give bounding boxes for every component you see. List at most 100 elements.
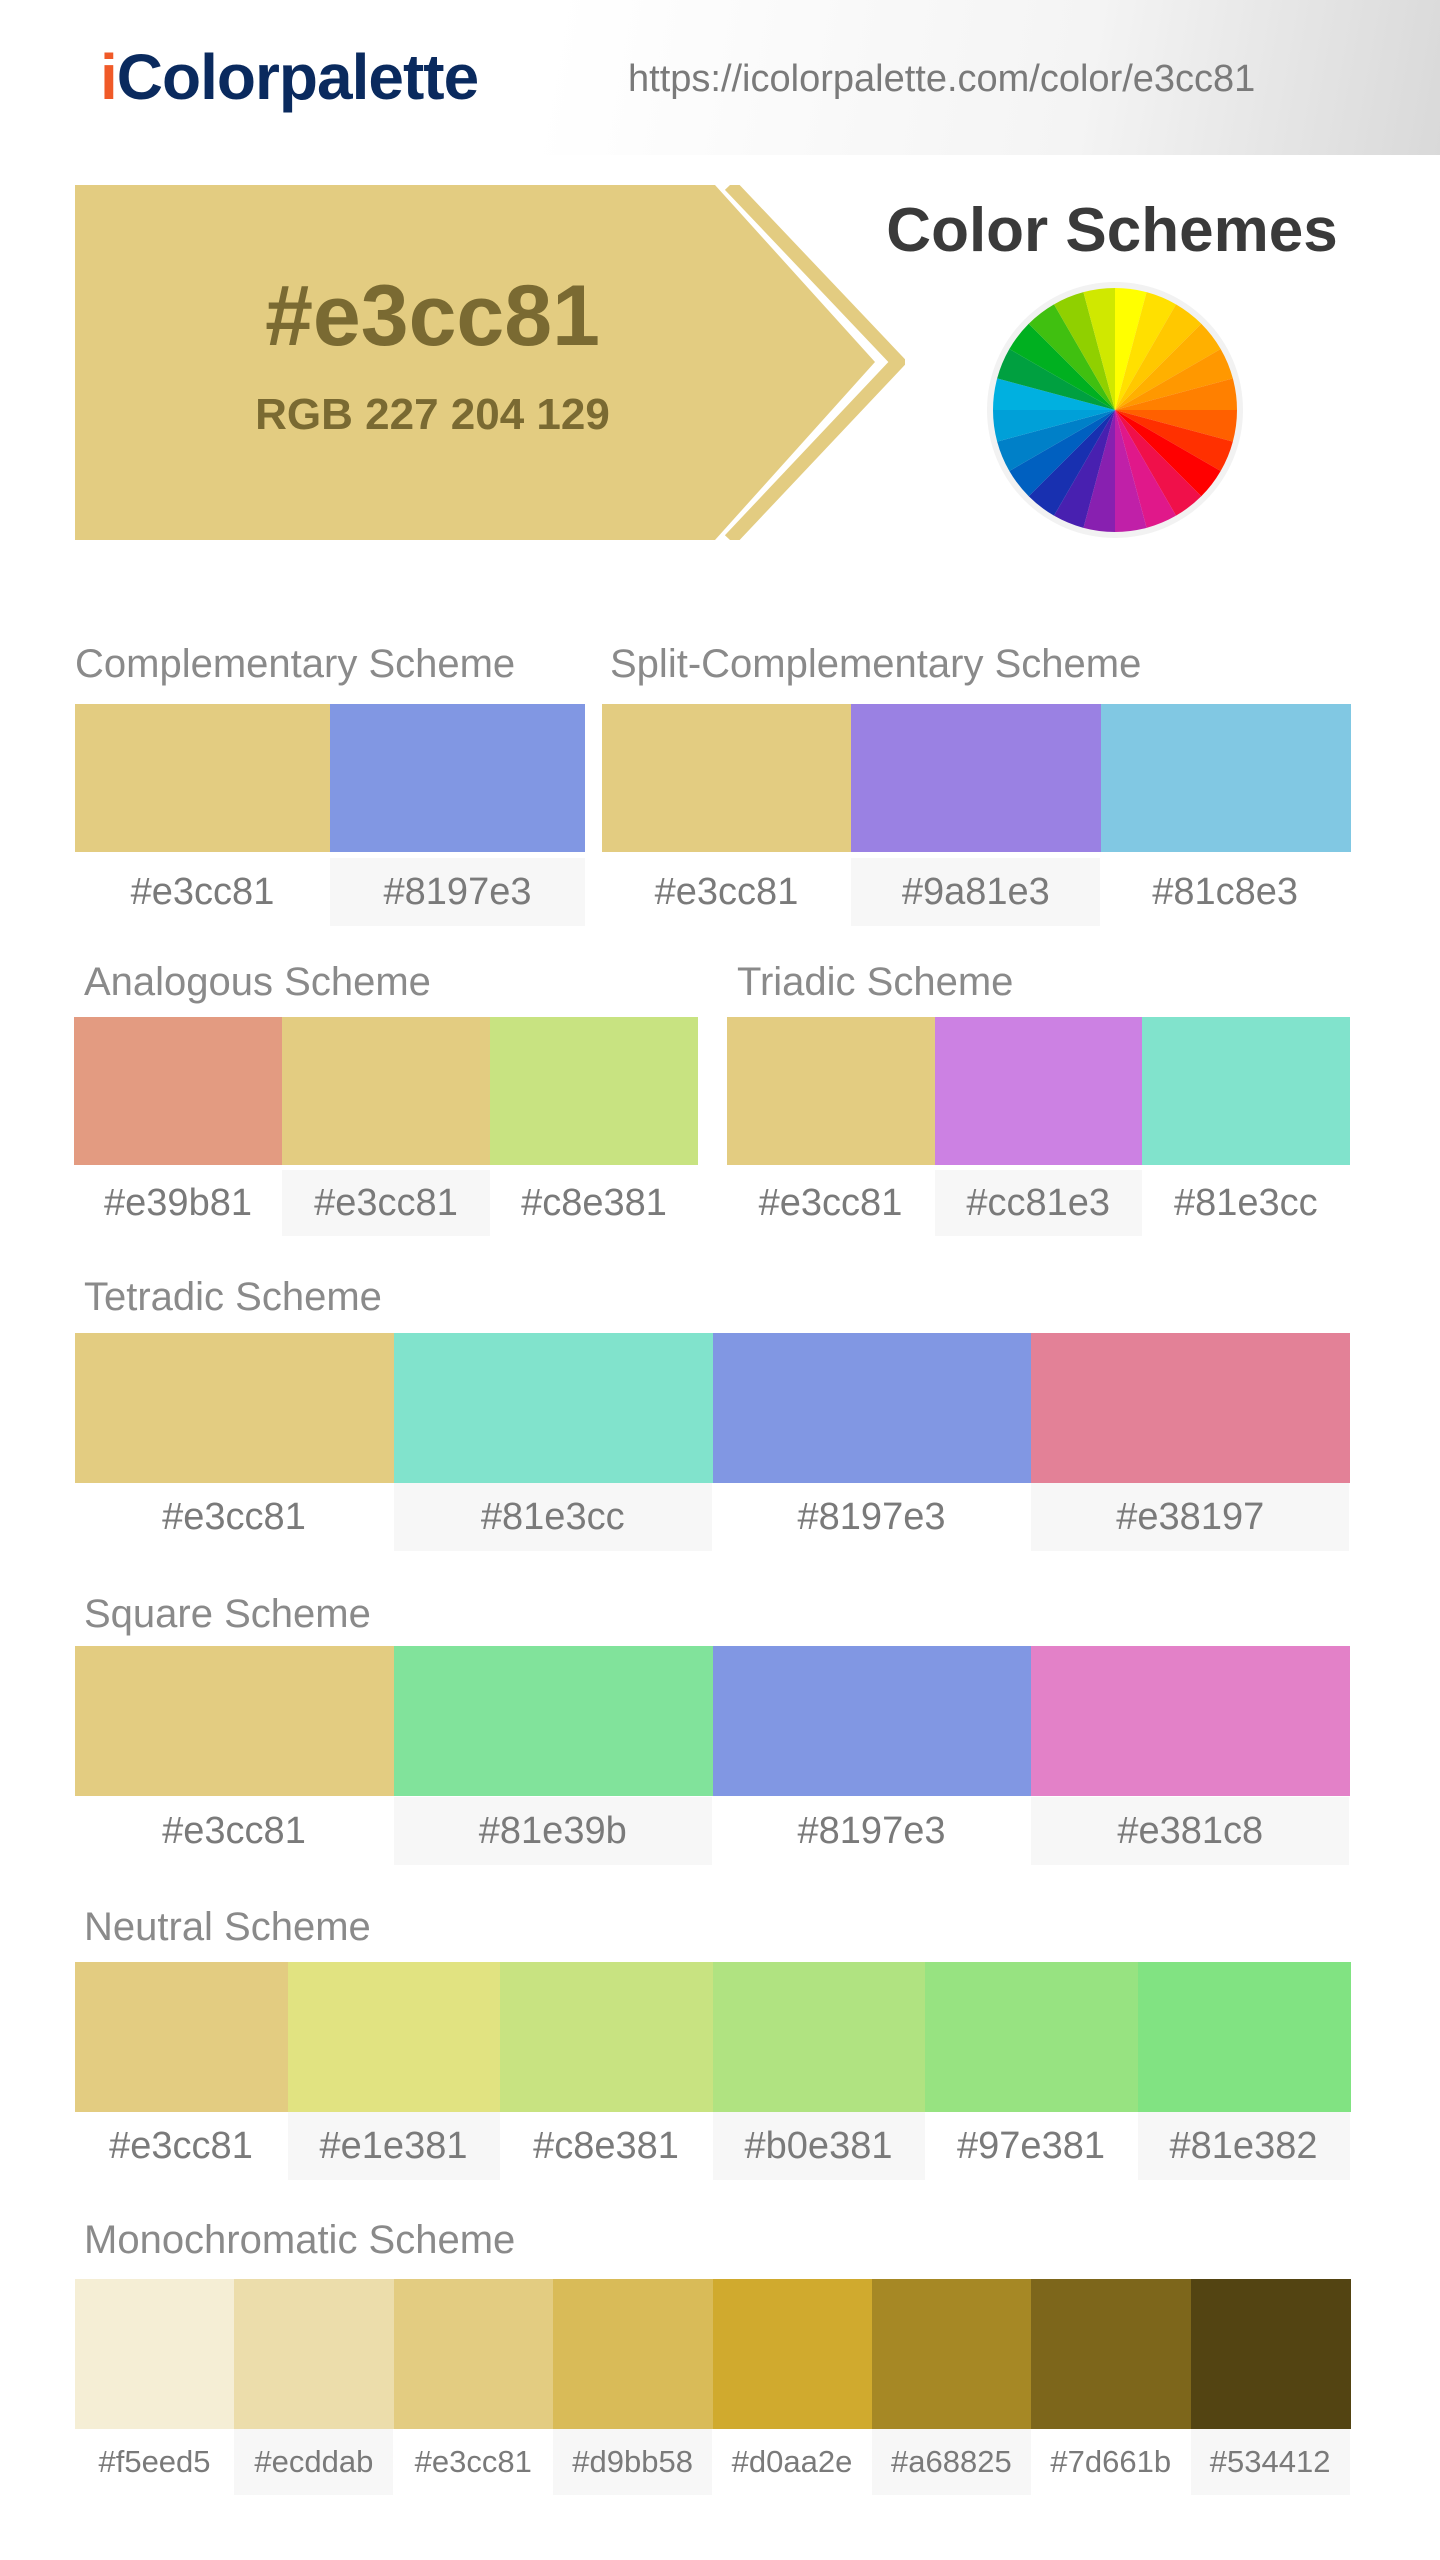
monochromatic-swatch[interactable] [553, 2279, 714, 2429]
color-wheel-segment [1115, 410, 1233, 471]
hero-rgb-value: RGB 227 204 129 [255, 390, 610, 439]
triadic-swatch-hex-label[interactable]: #cc81e3 [934, 1170, 1142, 1236]
monochromatic-swatch[interactable] [871, 2279, 1032, 2429]
monochromatic-swatch-hex-label[interactable]: #d0aa2e [712, 2429, 872, 2495]
neutral-swatch[interactable] [287, 1962, 501, 2112]
tetradic-swatch-hex-label[interactable]: #81e3cc [393, 1483, 712, 1551]
monochromatic-swatch-hex-label[interactable]: #ecddab [234, 2429, 394, 2495]
color-wheel-segment [1115, 410, 1147, 532]
square-swatch-hex-label[interactable]: #e381c8 [1031, 1797, 1350, 1865]
monochromatic-swatch[interactable] [234, 2279, 395, 2429]
monochromatic-scheme-title: Monochromatic Scheme [84, 2218, 516, 2262]
color-wheel-segment [1115, 349, 1233, 410]
monochromatic-swatch-hex-label[interactable]: #534412 [1190, 2429, 1350, 2495]
color-wheel-segment [1115, 410, 1237, 442]
monochromatic-swatch[interactable] [712, 2279, 873, 2429]
square-scheme-title: Square Scheme [84, 1592, 371, 1636]
neutral-swatch-hex-label[interactable]: #e1e381 [287, 2112, 500, 2180]
split-swatch-hex-label[interactable]: #e3cc81 [602, 858, 851, 926]
neutral-swatch-hex-label[interactable]: #e3cc81 [75, 2112, 287, 2180]
split-swatch[interactable] [602, 704, 852, 852]
analogous-swatch[interactable] [74, 1017, 282, 1165]
color-wheel-icon [985, 280, 1245, 540]
complementary-swatch[interactable] [330, 704, 585, 852]
neutral-swatch[interactable] [75, 1962, 288, 2112]
tetradic-swatch[interactable] [712, 1333, 1032, 1483]
neutral-swatch[interactable] [712, 1962, 926, 2112]
monochromatic-swatch-hex-label[interactable]: #d9bb58 [553, 2429, 713, 2495]
color-wheel-segment [1028, 304, 1115, 410]
neutral-swatch-hex-label[interactable]: #81e382 [1137, 2112, 1350, 2180]
analogous-swatch-hex-label[interactable]: #c8e381 [490, 1170, 698, 1236]
analogous-swatch-hex-label[interactable]: #e3cc81 [282, 1170, 490, 1236]
neutral-swatch[interactable] [925, 1962, 1138, 2112]
tetradic-swatch-hex-label[interactable]: #e38197 [1031, 1483, 1350, 1551]
color-wheel-segment [1115, 292, 1176, 410]
split-swatch-hex-label[interactable]: #81c8e3 [1100, 858, 1350, 926]
complementary-swatch-hex-label[interactable]: #e3cc81 [75, 858, 330, 926]
color-wheel-segment [1054, 292, 1115, 410]
monochromatic-swatch-hex-label[interactable]: #f5eed5 [75, 2429, 234, 2495]
tetradic-swatch-hex-label[interactable]: #8197e3 [712, 1483, 1031, 1551]
site-logo[interactable]: iColorpalette [100, 40, 479, 114]
triadic-swatch-hex-label[interactable]: #81e3cc [1142, 1170, 1350, 1236]
monochromatic-swatch[interactable] [1190, 2279, 1351, 2429]
square-swatch[interactable] [712, 1646, 1032, 1796]
color-schemes-heading: Color Schemes [886, 196, 1338, 265]
monochromatic-swatch-hex-label[interactable]: #e3cc81 [393, 2429, 553, 2495]
monochromatic-swatch[interactable] [393, 2279, 554, 2429]
color-wheel-segment [993, 378, 1115, 410]
split-swatch-hex-label[interactable]: #9a81e3 [851, 858, 1101, 926]
color-wheel-segment [1083, 288, 1115, 410]
tetradic-scheme-title: Tetradic Scheme [84, 1275, 382, 1319]
monochromatic-swatch-hex-label[interactable]: #7d661b [1031, 2429, 1191, 2495]
color-wheel-segment [1054, 410, 1115, 528]
triadic-swatch[interactable] [1142, 1017, 1351, 1165]
neutral-swatch-hex-label[interactable]: #b0e381 [712, 2112, 925, 2180]
monochromatic-swatch[interactable] [75, 2279, 235, 2429]
color-wheel-segment [1115, 304, 1202, 410]
complementary-swatch-hex-label[interactable]: #8197e3 [330, 858, 585, 926]
split-swatch[interactable] [851, 704, 1102, 852]
header-background [0, 0, 1440, 155]
color-wheel-segment [1028, 410, 1115, 516]
hero-hex-code: #e3cc81 [265, 268, 600, 364]
square-swatch[interactable] [393, 1646, 713, 1796]
tetradic-swatch-hex-label[interactable]: #e3cc81 [75, 1483, 393, 1551]
tetradic-swatch[interactable] [75, 1333, 394, 1483]
triadic-scheme-title: Triadic Scheme [737, 960, 1014, 1004]
tetradic-swatch[interactable] [1031, 1333, 1351, 1483]
split-scheme-title: Split-Complementary Scheme [610, 642, 1142, 686]
triadic-swatch[interactable] [934, 1017, 1143, 1165]
complementary-swatch[interactable] [75, 704, 330, 852]
color-wheel-segment [1009, 323, 1115, 410]
square-swatch[interactable] [75, 1646, 394, 1796]
square-swatch-hex-label[interactable]: #e3cc81 [75, 1797, 393, 1865]
analogous-swatch[interactable] [282, 1017, 490, 1165]
color-wheel-segment [1115, 288, 1147, 410]
hero-color-banner: #e3cc81 RGB 227 204 129 [75, 185, 905, 540]
neutral-swatch[interactable] [1137, 1962, 1351, 2112]
analogous-swatch[interactable] [490, 1017, 698, 1165]
square-swatch[interactable] [1031, 1646, 1351, 1796]
color-wheel-segment [997, 410, 1115, 471]
color-wheel-segment [1115, 410, 1221, 497]
color-wheel-segment [993, 410, 1115, 442]
complementary-scheme-title: Complementary Scheme [75, 642, 516, 686]
square-swatch-hex-label[interactable]: #8197e3 [712, 1797, 1031, 1865]
tetradic-swatch[interactable] [393, 1333, 713, 1483]
page-url: https://icolorpalette.com/color/e3cc81 [628, 58, 1256, 100]
triadic-swatch-hex-label[interactable]: #e3cc81 [727, 1170, 934, 1236]
hero-arrow-shape [75, 185, 905, 540]
monochromatic-swatch[interactable] [1031, 2279, 1192, 2429]
square-swatch-hex-label[interactable]: #81e39b [393, 1797, 712, 1865]
neutral-swatch[interactable] [500, 1962, 713, 2112]
split-swatch[interactable] [1100, 704, 1351, 852]
triadic-swatch[interactable] [727, 1017, 935, 1165]
neutral-swatch-hex-label[interactable]: #c8e381 [500, 2112, 712, 2180]
color-wheel-segment [1083, 410, 1115, 532]
logo-wordmark: Colorpalette [116, 41, 479, 113]
analogous-swatch-hex-label[interactable]: #e39b81 [74, 1170, 282, 1236]
monochromatic-swatch-hex-label[interactable]: #a68825 [871, 2429, 1031, 2495]
neutral-swatch-hex-label[interactable]: #97e381 [925, 2112, 1137, 2180]
